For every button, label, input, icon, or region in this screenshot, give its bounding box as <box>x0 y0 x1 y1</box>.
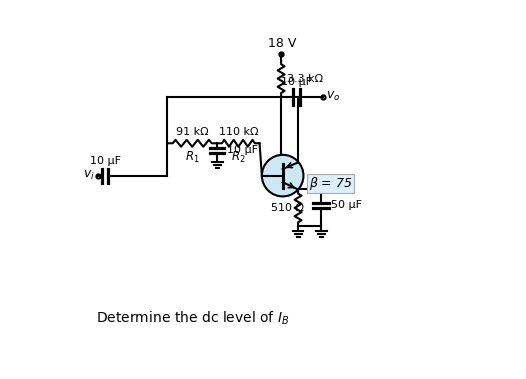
Text: 10 μF: 10 μF <box>281 77 312 87</box>
Text: $R_2$: $R_2$ <box>231 149 246 164</box>
Text: 510 Ω: 510 Ω <box>271 203 304 213</box>
Circle shape <box>262 155 304 196</box>
Text: Determine the dc level of $I_B$: Determine the dc level of $I_B$ <box>96 309 290 327</box>
Text: $\beta$ = 75: $\beta$ = 75 <box>309 175 352 192</box>
Text: 110 kΩ: 110 kΩ <box>219 127 258 137</box>
Text: 10 μF: 10 μF <box>89 157 120 166</box>
Text: 3.3 kΩ: 3.3 kΩ <box>287 74 323 84</box>
Text: $v_o$: $v_o$ <box>326 90 340 103</box>
Text: 10 μF: 10 μF <box>227 145 258 155</box>
FancyBboxPatch shape <box>307 174 355 193</box>
Text: 91 kΩ: 91 kΩ <box>176 127 208 137</box>
Text: 50 μF: 50 μF <box>331 200 362 210</box>
Text: $v_i$: $v_i$ <box>83 169 95 182</box>
Text: $R_1$: $R_1$ <box>185 149 199 164</box>
Text: 18 V: 18 V <box>268 37 297 50</box>
